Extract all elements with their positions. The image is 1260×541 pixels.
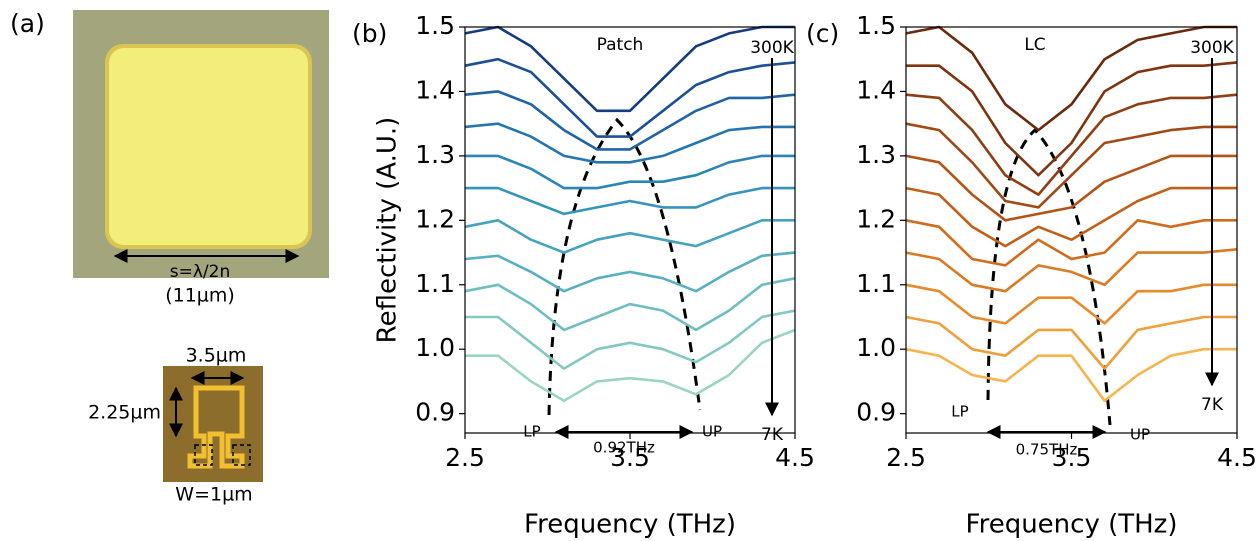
x-tick-label: 4.5 — [775, 443, 815, 472]
mode-label: LP — [523, 423, 540, 441]
y-tick-label: 1.2 — [856, 204, 896, 233]
data-line — [465, 186, 795, 216]
data-line — [905, 219, 1237, 267]
panel-label: (a) — [10, 9, 45, 38]
temp-label: 300K — [1190, 38, 1234, 58]
temp-label: 300K — [750, 38, 794, 58]
plot-frame — [905, 26, 1238, 434]
data-line — [905, 93, 1238, 196]
mode-label: UP — [702, 423, 722, 441]
y-axis-label: Reflectivity (A.U.) — [373, 117, 403, 344]
x-axis-label: Frequency (THz) — [966, 510, 1178, 540]
y-tick-label: 1.4 — [415, 75, 455, 104]
patch-size-label: (11µm) — [165, 285, 235, 307]
data-line — [464, 25, 795, 113]
x-tick-label: 2.5 — [886, 443, 926, 472]
lc-height-label: 2.25µm — [88, 402, 161, 424]
y-tick-label: 0.9 — [856, 398, 896, 427]
mode-guide — [986, 127, 1112, 426]
data-line — [905, 122, 1237, 209]
x-tick-label: 4.5 — [1217, 443, 1257, 472]
y-tick-label: 1.5 — [415, 11, 455, 40]
plot-title: LC — [1024, 35, 1045, 55]
x-tick-label: 3.5 — [610, 443, 650, 472]
mode-label: LP — [951, 403, 968, 421]
data-line — [905, 25, 1237, 132]
data-line — [465, 309, 796, 370]
plot-title: Patch — [597, 35, 644, 55]
data-line — [905, 248, 1238, 293]
data-line — [905, 283, 1237, 325]
data-line — [464, 277, 796, 332]
splitting-label: 0.92THz — [593, 439, 655, 457]
y-tick-label: 1.5 — [856, 11, 896, 40]
panel-label: (c) — [806, 19, 839, 48]
y-tick-label: 1.2 — [415, 204, 455, 233]
data-line — [905, 315, 1237, 370]
lc-gap-label: W=1µm — [175, 484, 252, 506]
splitting-label: 0.75THz — [1016, 441, 1078, 459]
temp-label: 7K — [1201, 395, 1224, 415]
y-tick-label: 0.9 — [415, 398, 455, 427]
data-line — [905, 347, 1237, 403]
micrograph-lc — [163, 366, 263, 482]
patch-width-label: s=λ/2n — [170, 262, 230, 282]
data-line — [464, 57, 796, 138]
x-tick-label: 3.5 — [1052, 443, 1092, 472]
data-line — [465, 154, 795, 190]
mode-guide — [547, 117, 702, 416]
y-tick-label: 1.0 — [415, 333, 455, 362]
data-line — [464, 251, 796, 293]
mode-label: UP — [1130, 426, 1150, 444]
y-tick-label: 1.0 — [856, 333, 896, 362]
data-line — [905, 186, 1237, 248]
data-line — [465, 328, 796, 403]
data-line — [905, 154, 1237, 222]
data-line — [464, 122, 795, 164]
y-tick-label: 1.1 — [415, 269, 455, 298]
y-tick-label: 1.3 — [856, 140, 896, 169]
panel-label: (b) — [352, 19, 387, 48]
y-tick-label: 1.3 — [415, 140, 455, 169]
data-line — [906, 61, 1238, 177]
x-axis-label: Frequency (THz) — [524, 510, 736, 540]
temp-label: 7K — [761, 425, 784, 445]
data-line — [464, 219, 795, 254]
data-line — [464, 90, 796, 151]
y-tick-label: 1.1 — [856, 269, 896, 298]
micrograph-patch — [73, 10, 329, 278]
y-tick-label: 1.4 — [856, 75, 896, 104]
lc-width-label: 3.5µm — [186, 345, 247, 367]
x-tick-label: 2.5 — [445, 443, 485, 472]
